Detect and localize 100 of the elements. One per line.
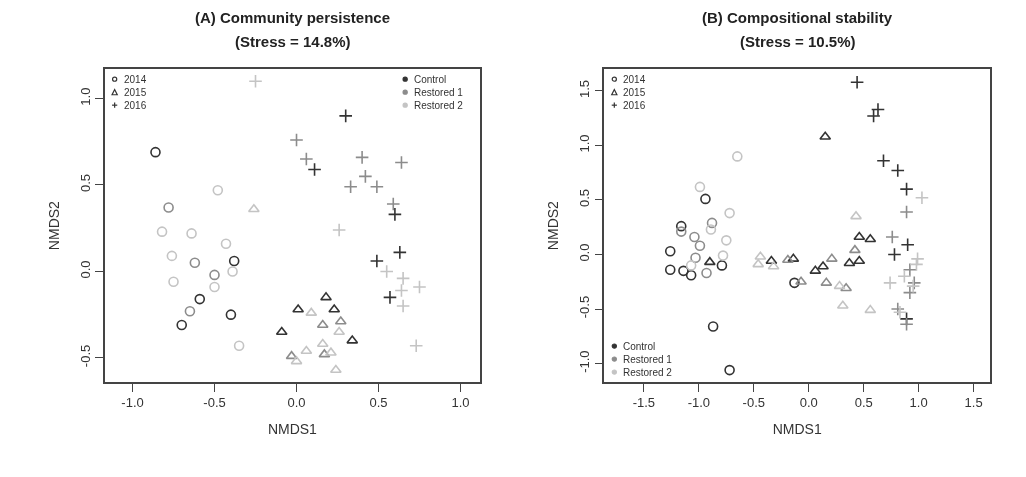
x-tick-label: 0.5: [854, 395, 873, 411]
point: [721, 235, 732, 246]
annotation: 2015: [124, 87, 147, 98]
x-tick-label: -1.0: [121, 395, 144, 411]
point: [369, 253, 384, 269]
point: [227, 266, 238, 277]
y-tick-label: 0.0: [77, 260, 93, 279]
y-tick-label: -0.5: [77, 344, 93, 368]
point: [212, 184, 224, 196]
x-tick-label: 1.5: [964, 395, 983, 411]
point: [876, 153, 891, 168]
point: [833, 280, 846, 290]
point: [386, 196, 401, 212]
point: [675, 220, 687, 232]
point: [396, 298, 411, 314]
point: [899, 204, 914, 220]
annotation: 2014: [623, 74, 646, 85]
point: [765, 255, 778, 265]
point: [892, 305, 908, 320]
point: [166, 250, 178, 262]
point: [914, 190, 930, 205]
point: [685, 260, 697, 271]
point: [724, 207, 735, 219]
x-tick-label: 1.0: [451, 395, 470, 411]
annotation: 2015: [623, 87, 646, 98]
point: [412, 279, 427, 295]
annotation: Control: [623, 341, 656, 352]
y-tick-label: -1.0: [577, 350, 593, 373]
point: [907, 275, 922, 290]
point: [369, 179, 384, 194]
annotation: Restored 2: [623, 367, 673, 378]
point: [299, 151, 314, 167]
y-tick-label: -0.5: [577, 295, 593, 319]
y-axis-title: NMDS2: [545, 200, 562, 251]
point: [150, 146, 161, 158]
y-tick-label: 1.5: [577, 79, 593, 99]
point: [694, 240, 706, 252]
x-tick-label: -0.5: [203, 395, 226, 411]
point: [716, 260, 728, 271]
point: [248, 74, 263, 89]
point: [176, 319, 188, 331]
point: [848, 244, 861, 254]
point: [379, 264, 394, 279]
point: [882, 275, 898, 290]
point: [675, 226, 687, 237]
point: [247, 203, 260, 213]
point: [285, 350, 298, 360]
point: [899, 317, 914, 332]
point: [225, 309, 237, 320]
point: [850, 211, 862, 220]
x-tick-label: 0.0: [287, 395, 306, 411]
point: [910, 251, 925, 266]
chart-title: (B) Compositional stability: [702, 9, 893, 26]
point: [664, 245, 676, 257]
point: [156, 226, 168, 237]
point: [355, 150, 370, 165]
annotation: Restored 1: [623, 354, 673, 365]
y-axis-title: NMDS2: [45, 200, 62, 251]
point: [866, 108, 881, 124]
point: [220, 238, 232, 250]
annotation: 2014: [124, 74, 147, 85]
point: [329, 364, 342, 374]
point: [864, 233, 877, 243]
point: [706, 217, 718, 229]
point: [209, 281, 220, 293]
point: [168, 276, 179, 288]
y-tick-label: 1.0: [77, 87, 93, 106]
chart-subtitle: (Stress = 10.5%): [740, 33, 856, 50]
annotation: 2016: [623, 100, 646, 111]
x-axis-title: NMDS1: [267, 421, 318, 438]
point: [338, 108, 353, 123]
point: [870, 102, 886, 117]
point: [781, 254, 794, 264]
point: [885, 229, 900, 245]
y-tick-label: 1.0: [577, 134, 593, 153]
point: [789, 277, 800, 289]
x-tick-label: 1.0: [909, 395, 928, 411]
x-tick-label: 0.0: [799, 395, 818, 411]
point: [732, 151, 743, 162]
y-tick-label: 0.5: [77, 174, 93, 193]
point: [694, 181, 706, 193]
point: [332, 222, 347, 238]
annotation: Control: [414, 74, 447, 85]
point: [396, 271, 411, 286]
y-tick-label: 0.0: [577, 243, 593, 262]
point: [897, 269, 912, 284]
x-tick-label: -1.0: [687, 395, 711, 411]
point: [209, 269, 220, 281]
point: [853, 255, 866, 265]
point: [664, 264, 676, 276]
x-axis-title: NMDS1: [772, 421, 822, 438]
point: [909, 257, 924, 272]
point: [184, 305, 196, 317]
point: [705, 224, 717, 235]
point: [902, 285, 917, 300]
point: [906, 279, 921, 294]
chart-title: (A) Community persistence: [195, 9, 391, 26]
y-tick-label: 0.5: [577, 189, 593, 208]
point: [707, 321, 719, 332]
point: [899, 182, 914, 197]
